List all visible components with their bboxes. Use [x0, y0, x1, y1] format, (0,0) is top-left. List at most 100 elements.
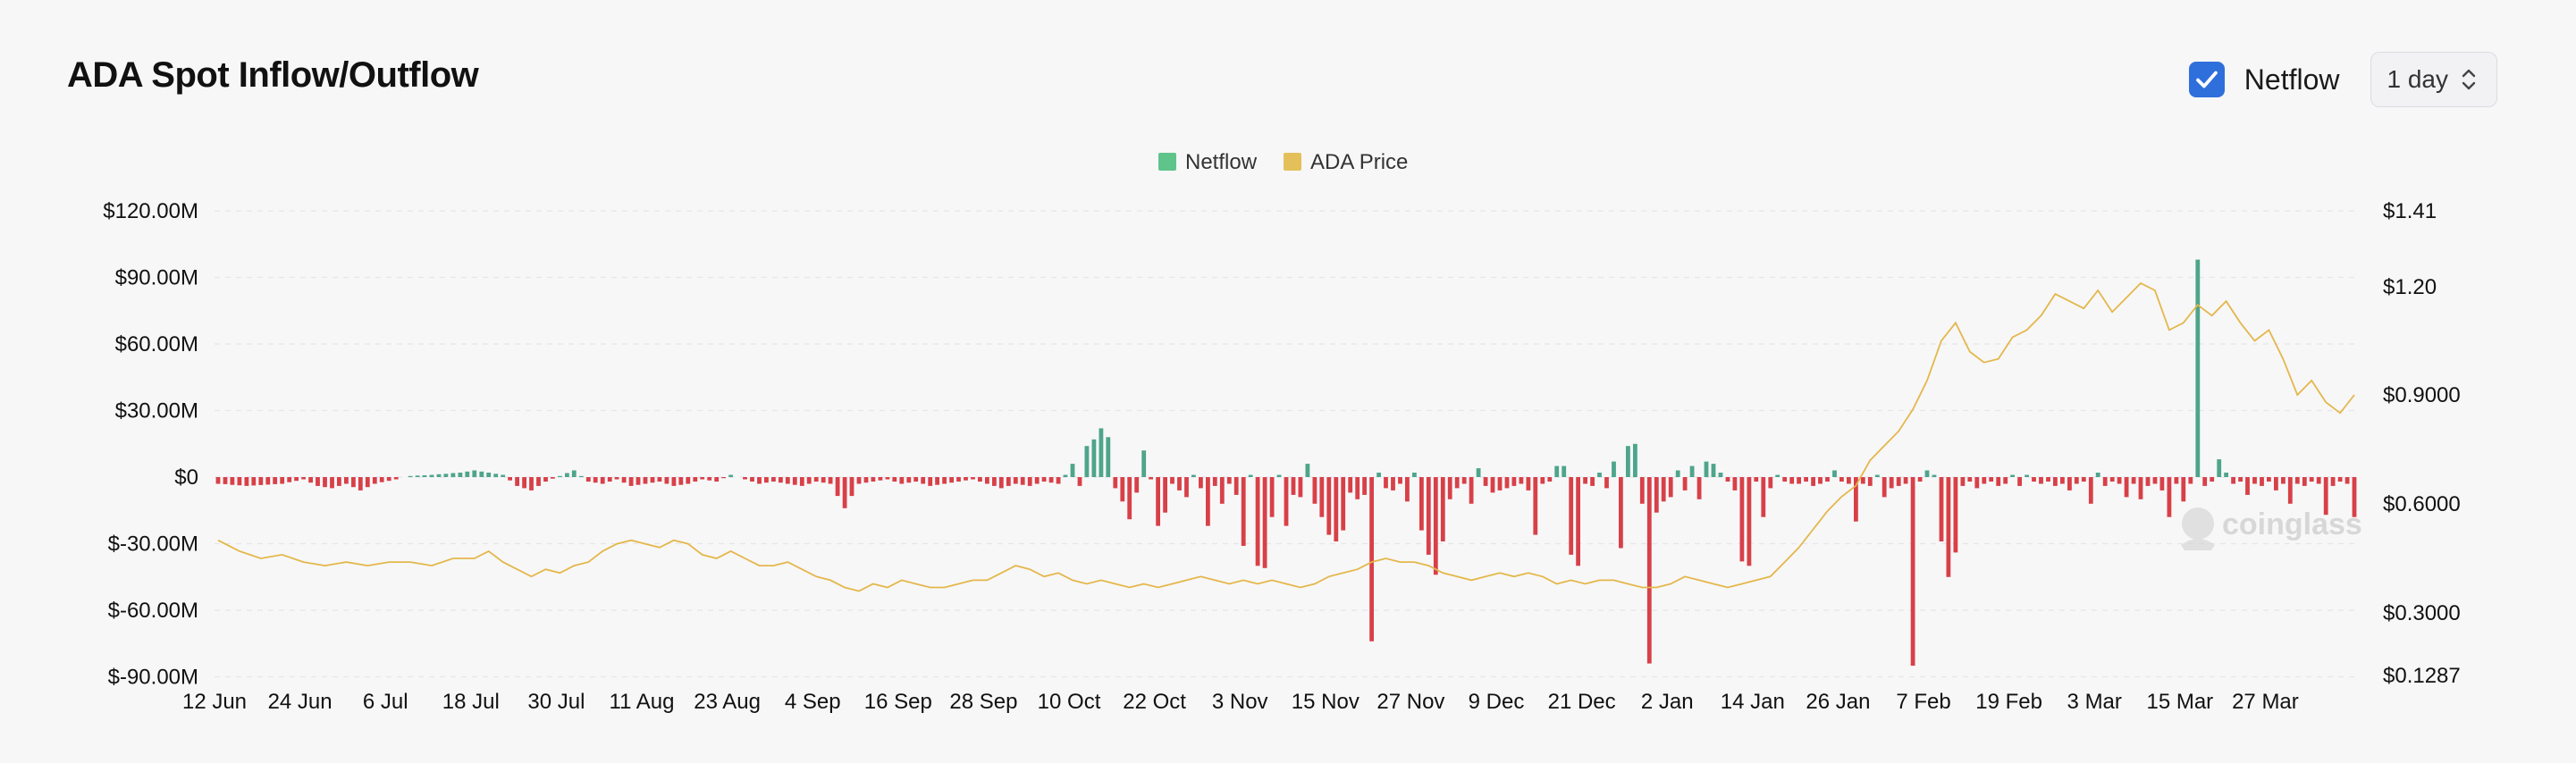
netflow-bar[interactable]: [1633, 443, 1637, 478]
netflow-bar[interactable]: [2032, 477, 2036, 482]
netflow-bar[interactable]: [721, 477, 726, 479]
netflow-bar[interactable]: [764, 477, 769, 483]
netflow-bar[interactable]: [1832, 470, 1837, 478]
interval-select[interactable]: 1 day: [2370, 52, 2497, 107]
netflow-bar[interactable]: [985, 477, 989, 484]
netflow-bar[interactable]: [508, 477, 512, 481]
netflow-bar[interactable]: [2152, 477, 2158, 484]
netflow-bar[interactable]: [1291, 477, 1296, 495]
netflow-bar[interactable]: [1027, 477, 1032, 486]
netflow-bar[interactable]: [1996, 477, 2001, 486]
netflow-bar[interactable]: [1519, 477, 1524, 484]
netflow-bar[interactable]: [671, 477, 677, 486]
netflow-bar[interactable]: [1804, 477, 1808, 482]
netflow-bar[interactable]: [1141, 450, 1147, 477]
netflow-bar[interactable]: [1654, 477, 1659, 513]
netflow-bar[interactable]: [607, 477, 612, 482]
netflow-bar[interactable]: [1881, 477, 1887, 498]
netflow-bar[interactable]: [1405, 477, 1410, 502]
netflow-bar[interactable]: [2067, 477, 2072, 490]
netflow-bar[interactable]: [2124, 477, 2129, 498]
netflow-bar[interactable]: [2267, 477, 2271, 482]
netflow-bar[interactable]: [301, 477, 306, 480]
netflow-bar[interactable]: [1924, 470, 1930, 478]
netflow-bar[interactable]: [1739, 477, 1745, 562]
netflow-bar[interactable]: [1490, 477, 1495, 493]
netflow-bar[interactable]: [287, 477, 292, 482]
netflow-bar[interactable]: [316, 477, 320, 486]
netflow-bar[interactable]: [479, 471, 484, 477]
netflow-bar[interactable]: [1974, 477, 1980, 489]
netflow-bar[interactable]: [1412, 473, 1417, 477]
netflow-bar[interactable]: [792, 477, 797, 485]
netflow-bar[interactable]: [2344, 477, 2350, 484]
netflow-bar[interactable]: [2159, 477, 2165, 490]
netflow-bar[interactable]: [1569, 477, 1574, 555]
netflow-bar[interactable]: [323, 477, 327, 488]
netflow-bar[interactable]: [1034, 477, 1040, 484]
netflow-bar[interactable]: [1747, 477, 1752, 566]
netflow-bar[interactable]: [2181, 477, 2186, 502]
legend-price-label[interactable]: ADA Price: [1310, 150, 1408, 174]
netflow-bar[interactable]: [1177, 477, 1182, 490]
netflow-bar[interactable]: [593, 477, 598, 483]
netflow-bar[interactable]: [1668, 477, 1673, 498]
netflow-bar[interactable]: [393, 477, 399, 480]
netflow-bar[interactable]: [258, 477, 264, 485]
netflow-bar[interactable]: [337, 477, 341, 486]
netflow-bar[interactable]: [230, 477, 235, 485]
netflow-bar[interactable]: [1982, 477, 1987, 484]
netflow-bar[interactable]: [422, 475, 427, 477]
netflow-bar[interactable]: [1597, 473, 1602, 477]
netflow-bar[interactable]: [1675, 470, 1680, 478]
netflow-bar[interactable]: [1811, 477, 1815, 486]
netflow-bar[interactable]: [849, 477, 854, 497]
netflow-bar[interactable]: [1398, 477, 1402, 484]
netflow-bar[interactable]: [2309, 477, 2314, 482]
netflow-bar[interactable]: [1106, 437, 1111, 477]
netflow-bar[interactable]: [1554, 465, 1560, 477]
netflow-bar[interactable]: [215, 477, 221, 484]
netflow-bar[interactable]: [1483, 477, 1488, 486]
netflow-bar[interactable]: [856, 477, 862, 484]
netflow-bar[interactable]: [1156, 477, 1160, 526]
netflow-bar[interactable]: [928, 477, 933, 486]
netflow-bar[interactable]: [1233, 477, 1239, 495]
netflow-bar[interactable]: [1604, 477, 1609, 489]
netflow-bar[interactable]: [1170, 477, 1174, 484]
netflow-bar[interactable]: [472, 470, 477, 478]
netflow-bar[interactable]: [1583, 477, 1587, 484]
netflow-bar[interactable]: [515, 477, 519, 486]
netflow-bar[interactable]: [1533, 477, 1538, 535]
netflow-bar[interactable]: [571, 470, 577, 478]
netflow-bar[interactable]: [436, 474, 442, 477]
netflow-bar[interactable]: [1099, 428, 1104, 477]
netflow-bar[interactable]: [664, 477, 669, 484]
netflow-bar[interactable]: [1248, 474, 1253, 478]
netflow-bar[interactable]: [1319, 477, 1325, 517]
netflow-bar[interactable]: [2231, 477, 2235, 484]
netflow-bar[interactable]: [821, 477, 826, 483]
netflow-bar[interactable]: [906, 477, 912, 483]
netflow-bar[interactable]: [2039, 477, 2043, 484]
netflow-bar[interactable]: [2188, 477, 2193, 484]
netflow-bar[interactable]: [1789, 477, 1795, 484]
netflow-bar[interactable]: [1041, 477, 1047, 482]
netflow-checkbox[interactable]: [2188, 62, 2225, 97]
netflow-bar[interactable]: [1917, 477, 1923, 482]
netflow-bar[interactable]: [1163, 477, 1167, 513]
netflow-bar[interactable]: [971, 477, 975, 480]
netflow-bar[interactable]: [2281, 477, 2286, 484]
netflow-bar[interactable]: [1511, 477, 1517, 486]
netflow-bar[interactable]: [2337, 477, 2343, 482]
netflow-bar[interactable]: [1704, 461, 1709, 477]
netflow-bar[interactable]: [828, 477, 833, 484]
netflow-bar[interactable]: [1048, 477, 1054, 483]
netflow-bar[interactable]: [1960, 477, 1966, 486]
netflow-bar[interactable]: [1341, 477, 1346, 531]
netflow-bar[interactable]: [1219, 477, 1225, 504]
netflow-bar[interactable]: [1426, 477, 1431, 555]
netflow-bar[interactable]: [2202, 477, 2208, 486]
netflow-bar[interactable]: [237, 477, 242, 486]
netflow-bar[interactable]: [714, 477, 720, 482]
